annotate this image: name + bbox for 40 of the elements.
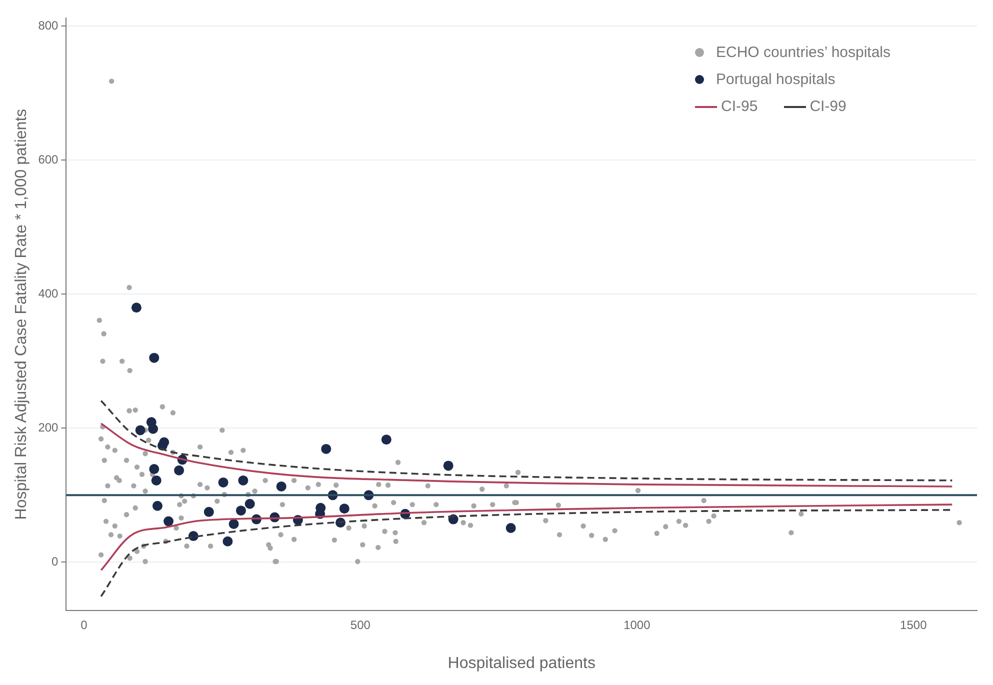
point (135, 425, 146, 436)
legend-label: ECHO countries’ hospitals (716, 44, 891, 61)
point (321, 444, 332, 454)
x-axis-title: Hospitalised patients (448, 654, 596, 672)
point (149, 464, 160, 474)
line-series (100, 400, 954, 482)
point (238, 475, 248, 486)
y-tick-label: 200 (38, 420, 59, 434)
legend-label: CI-99 (810, 98, 846, 115)
x-tick-label: 0 (80, 618, 88, 632)
y-axis-title: Hospital Risk Adjusted Case Fatality Rate * 1,000 patients (13, 108, 30, 520)
x-tick-label: 1000 (624, 618, 651, 632)
point (381, 434, 392, 445)
point (218, 477, 228, 488)
legend-label: Portugal hospitals (716, 71, 836, 88)
y-tick-label: 0 (52, 554, 59, 568)
point (148, 424, 158, 434)
point (339, 504, 350, 514)
point (443, 460, 454, 471)
point (164, 516, 174, 526)
x-tick-label: 500 (350, 618, 371, 632)
legend-label: CI-95 (721, 98, 758, 115)
point (151, 475, 162, 486)
point (204, 506, 214, 517)
point (174, 465, 184, 476)
x-tick-label: 1500 (900, 618, 928, 632)
y-tick-label: 400 (38, 286, 59, 301)
point (244, 498, 255, 509)
y-tick-label: 800 (38, 18, 59, 33)
line-series (100, 422, 954, 488)
point (236, 506, 246, 516)
point (228, 518, 239, 529)
line-series (100, 504, 954, 572)
point (152, 500, 162, 511)
point (506, 523, 516, 533)
point (149, 352, 160, 363)
point (276, 481, 286, 492)
point (131, 302, 142, 313)
y-tick-label: 600 (38, 152, 59, 167)
point (222, 536, 233, 546)
